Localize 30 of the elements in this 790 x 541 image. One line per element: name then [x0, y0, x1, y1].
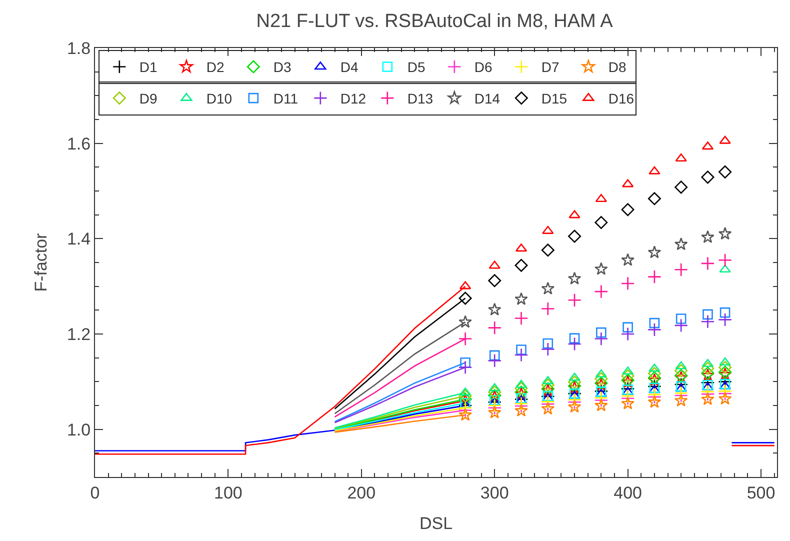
- y-axis-title: F-factor: [32, 232, 51, 292]
- legend-label: D3: [273, 59, 292, 76]
- legend-label: D14: [474, 90, 500, 107]
- legend-label: D13: [407, 90, 434, 107]
- x-tick-label: 400: [614, 483, 642, 502]
- legend-label: D11: [273, 90, 298, 107]
- legend-label: D9: [139, 90, 158, 107]
- y-tick-label: 1.2: [66, 324, 91, 344]
- legend-label: D16: [608, 90, 634, 107]
- legend-label: D15: [541, 90, 568, 107]
- legend-label: D12: [340, 90, 366, 107]
- legend-label: D2: [206, 59, 225, 76]
- legend-label: D7: [541, 59, 560, 76]
- legend-label: D10: [206, 90, 232, 107]
- y-tick-label: 1.8: [66, 38, 91, 58]
- chart-title: N21 F-LUT vs. RSBAutoCal in M8, HAM A: [256, 10, 614, 32]
- x-tick-label: 100: [214, 483, 242, 502]
- x-tick-label: 200: [347, 483, 376, 502]
- legend-label: D1: [139, 59, 158, 76]
- y-tick-label: 1.0: [66, 420, 91, 440]
- x-axis-title: DSL: [419, 514, 453, 533]
- y-tick-label: 1.4: [66, 230, 91, 249]
- legend-label: D6: [474, 59, 493, 76]
- legend-label: D4: [340, 59, 359, 76]
- x-tick-label: 300: [480, 483, 509, 502]
- legend-label: D8: [608, 59, 627, 76]
- legend-label: D5: [407, 59, 426, 76]
- y-tick-label: 1.6: [66, 134, 91, 154]
- x-tick-label: 500: [746, 483, 776, 502]
- x-tick-label: 0: [90, 483, 100, 502]
